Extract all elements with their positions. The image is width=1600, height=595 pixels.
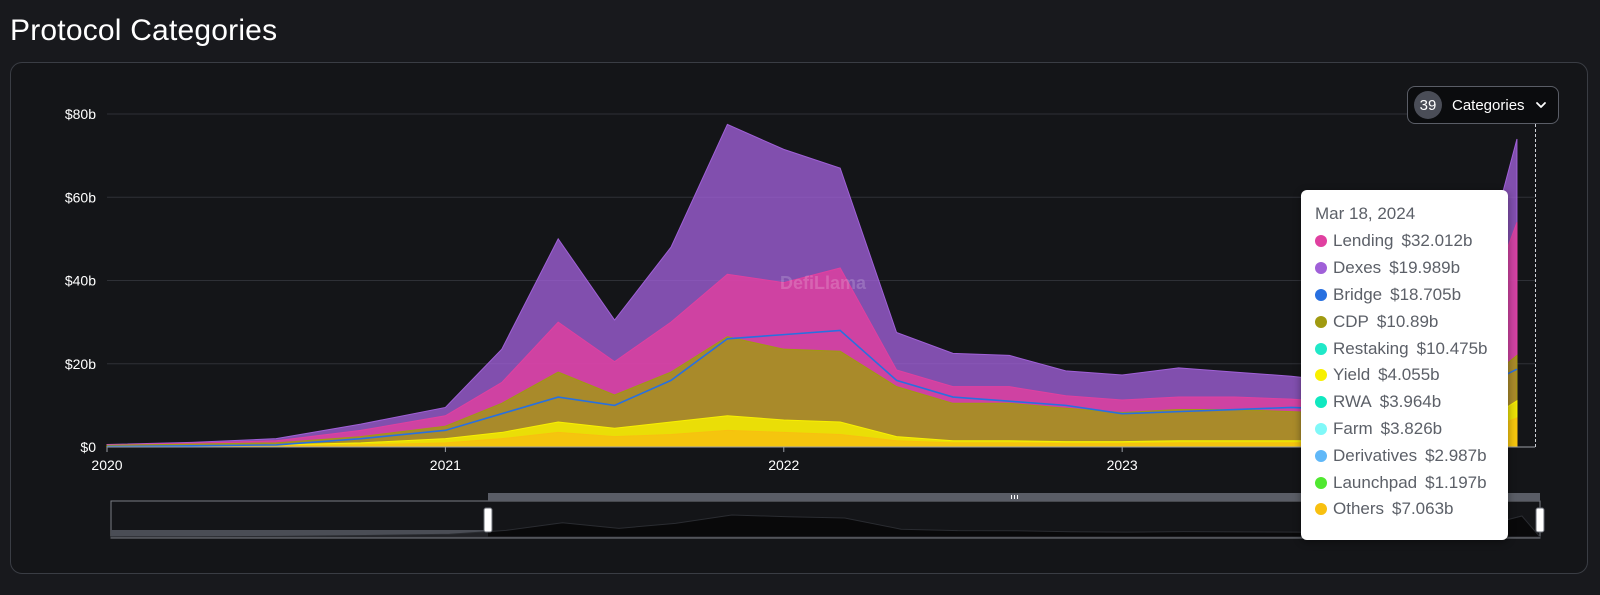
tooltip-row: Others $7.063b [1315, 496, 1508, 523]
tooltip-row: Bridge $18.705b [1315, 282, 1508, 309]
chart-tooltip: Mar 18, 2024 Lending $32.012b Dexes $19.989… [1301, 190, 1508, 540]
y-tick-label: $0 [80, 439, 96, 455]
tooltip-series-name: Restaking [1333, 338, 1409, 358]
tooltip-series-name: Bridge [1333, 284, 1383, 304]
y-tick-label: $80b [65, 106, 96, 122]
y-tick-label: $20b [65, 356, 96, 372]
slider-left-handle[interactable] [483, 507, 493, 533]
tooltip-series-name: RWA [1333, 392, 1372, 412]
tooltip-series-value: $18.705b [1390, 284, 1462, 304]
slider-grip-icon [1011, 495, 1018, 499]
tooltip-series-value: $1.197b [1425, 472, 1487, 492]
tooltip-series-name: Yield [1333, 365, 1371, 385]
tooltip-series-value: $10.89b [1376, 311, 1439, 331]
tooltip-series-name: Others [1333, 499, 1385, 519]
tooltip-series-name: Launchpad [1333, 472, 1418, 492]
legend-dot-icon [1315, 449, 1327, 462]
tooltip-row: Derivatives $2.987b [1315, 442, 1508, 469]
y-tick-label: $40b [65, 273, 96, 289]
tooltip-row: Yield $4.055b [1315, 362, 1508, 389]
legend-dot-icon [1315, 342, 1327, 355]
tooltip-series-value: $32.012b [1401, 231, 1473, 251]
x-tick-label: 2020 [91, 457, 122, 473]
legend-dot-icon [1315, 476, 1327, 489]
y-tick-label: $60b [65, 189, 96, 205]
tooltip-row: RWA $3.964b [1315, 389, 1508, 416]
slider-right-handle[interactable] [1535, 507, 1545, 533]
x-tick-label: 2021 [430, 457, 461, 473]
categories-dropdown-button[interactable]: 39 Categories [1407, 86, 1559, 124]
categories-count-badge: 39 [1414, 91, 1442, 119]
tooltip-row: Restaking $10.475b [1315, 335, 1508, 362]
range-slider[interactable] [110, 493, 1545, 539]
tooltip-series-value: $2.987b [1425, 445, 1487, 465]
page-title: Protocol Categories [10, 14, 278, 47]
tooltip-row: Lending $32.012b [1315, 228, 1508, 255]
tooltip-series-name: Dexes [1333, 258, 1382, 278]
tooltip-row: Farm $3.826b [1315, 416, 1508, 443]
stacked-areas [106, 123, 1518, 448]
series-lines [106, 329, 1518, 448]
legend-dot-icon [1315, 503, 1327, 516]
tooltip-crosshair-line [1535, 124, 1536, 447]
watermark-logo: DefiLlama [780, 273, 867, 293]
tooltip-series-name: Derivatives [1333, 445, 1418, 465]
y-axis: $0 $20b $40b $60b $80b [65, 106, 96, 455]
legend-dot-icon [1315, 288, 1327, 301]
tooltip-series-name: CDP [1333, 311, 1369, 331]
tooltip-series-name: Lending [1333, 231, 1394, 251]
legend-dot-icon [1315, 315, 1327, 328]
chevron-down-icon [1535, 102, 1546, 108]
slider-unselected-region [111, 530, 488, 537]
categories-label: Categories [1452, 96, 1525, 114]
legend-dot-icon [1315, 396, 1327, 409]
tooltip-row: CDP $10.89b [1315, 308, 1508, 335]
line-series-bridge [106, 329, 1518, 448]
tooltip-series-value: $3.964b [1379, 392, 1442, 412]
tooltip-row: Dexes $19.989b [1315, 255, 1508, 282]
x-tick-label: 2023 [1107, 457, 1138, 473]
tooltip-date: Mar 18, 2024 [1315, 204, 1416, 223]
tooltip-series-value: $19.989b [1389, 258, 1461, 278]
tooltip-series-value: $4.055b [1378, 365, 1440, 385]
x-axis: 2020 2021 2022 2023 [91, 447, 1138, 473]
legend-dot-icon [1315, 262, 1327, 275]
tooltip-series-value: $7.063b [1392, 499, 1454, 519]
legend-dot-icon [1315, 235, 1327, 248]
legend-dot-icon [1315, 369, 1327, 382]
x-tick-label: 2022 [768, 457, 799, 473]
tooltip-series-value: $3.826b [1380, 418, 1443, 438]
tooltip-series-value: $10.475b [1416, 338, 1488, 358]
tooltip-series-name: Farm [1333, 418, 1373, 438]
legend-dot-icon [1315, 422, 1327, 435]
tooltip-row: Launchpad $1.197b [1315, 469, 1508, 496]
